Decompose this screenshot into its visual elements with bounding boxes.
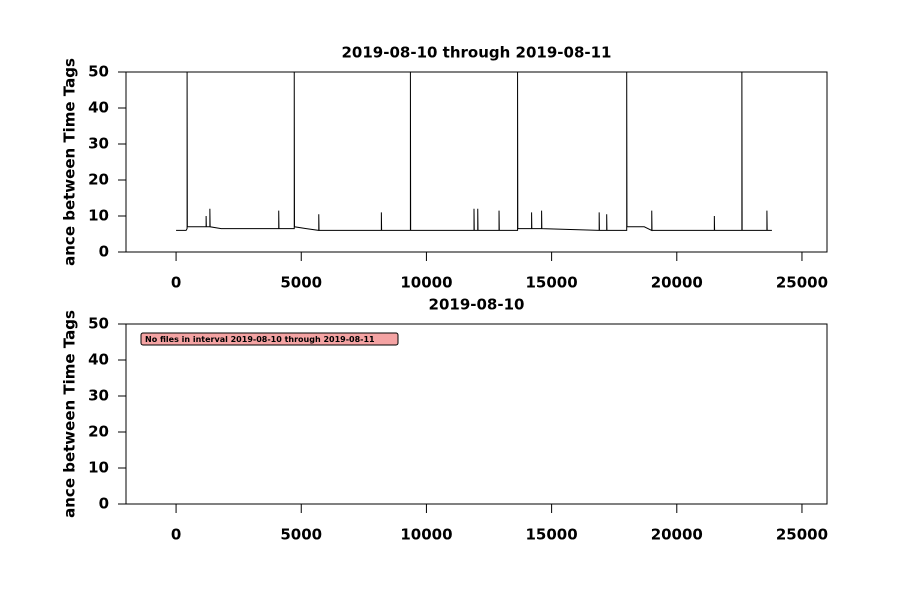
y-tick-label: 30	[88, 135, 109, 153]
x-tick-label: 15000	[526, 274, 578, 292]
chart-title: 2019-08-10 through 2019-08-11	[342, 44, 612, 62]
x-tick-label: 10000	[400, 526, 452, 544]
annotation: No files in interval 2019-08-10 through …	[145, 335, 375, 344]
plot-frame	[125, 323, 828, 505]
y-tick-label: 10	[88, 207, 109, 225]
y-tick-label: 0	[99, 243, 109, 261]
x-tick-label: 5000	[280, 274, 322, 292]
y-tick-label: 10	[88, 459, 109, 477]
x-tick-label: 15000	[526, 526, 578, 544]
y-tick-label: 40	[88, 351, 109, 369]
plot-frame	[125, 71, 828, 253]
y-tick-label: 0	[99, 495, 109, 513]
x-tick-label: 25000	[776, 274, 828, 292]
x-tick-label: 0	[171, 274, 181, 292]
x-tick-label: 25000	[776, 526, 828, 544]
x-tick-label: 10000	[400, 274, 452, 292]
y-axis-label: ance between Time Tags	[61, 58, 79, 266]
x-tick-label: 20000	[651, 526, 703, 544]
chart-title: 2019-08-10	[429, 296, 525, 314]
y-axis-label: ance between Time Tags	[61, 310, 79, 518]
y-tick-label: 50	[88, 63, 109, 81]
y-tick-label: 40	[88, 99, 109, 117]
y-tick-label: 50	[88, 315, 109, 333]
annotation-box	[140, 332, 399, 346]
y-tick-label: 20	[88, 423, 109, 441]
y-tick-label: 20	[88, 171, 109, 189]
y-tick-label: 30	[88, 387, 109, 405]
data-line	[176, 71, 772, 232]
x-tick-label: 20000	[651, 274, 703, 292]
x-tick-label: 0	[171, 526, 181, 544]
x-tick-label: 5000	[280, 526, 322, 544]
